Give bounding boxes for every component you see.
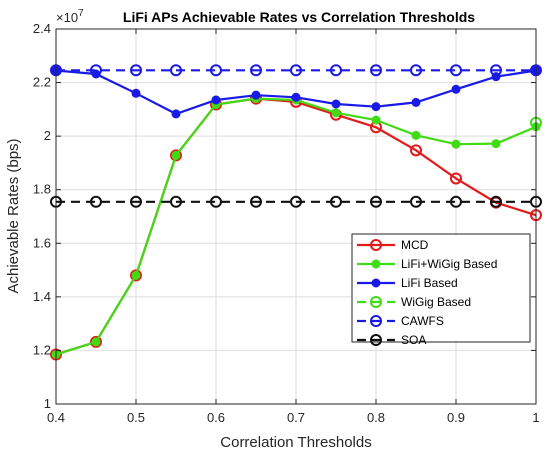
data-point-soa [130,195,142,208]
legend: MCD LiFi+WiGig Based LiFi Based WiGig Based… [351,233,531,347]
x-tick-label: 1 [532,410,539,425]
legend-item-lifi-based: LiFi Based [357,276,458,290]
data-point-mcd [410,144,422,157]
y-tick-label: 1 [44,396,51,411]
chart-title: LiFi APs Achievable Rates vs Correlation… [123,9,475,25]
data-point-cawfs [170,64,182,77]
x-tick-label: 0.9 [447,410,465,425]
legend-marker [370,239,382,251]
x-tick-label: 0.6 [207,410,225,425]
legend-label: LiFi+WiGig Based [401,257,497,271]
data-point-mcd [170,149,182,162]
ticks [55,28,537,405]
legend-label: SOA [401,333,426,347]
data-point-lifi-wigig-based [491,139,501,149]
data-point-mcd [450,172,462,185]
legend-marker [370,296,382,308]
legend-label: MCD [401,238,429,252]
data-point-lifi-based [411,97,421,107]
legend-label: WiGig Based [401,295,471,309]
y-tick-label: 2.2 [33,75,51,90]
y-tick-label: 2 [44,128,51,143]
legend-marker [370,315,382,327]
legend-item-cawfs: CAWFS [357,314,444,328]
x-axis-label: Correlation Thresholds [220,434,371,451]
y-exponent: ×107 [56,8,84,25]
data-point-lifi-based [211,95,221,105]
data-point-lifi-wigig-based [411,130,421,140]
data-point-mcd [90,335,102,348]
data-point-lifi-based [171,109,181,119]
data-point-lifi-based [131,88,141,98]
data-point-cawfs [410,64,422,77]
data-point-soa [410,195,422,208]
data-point-lifi-based [291,92,301,102]
legend-item-mcd: MCD [357,238,429,252]
data-point-soa [170,195,182,208]
data-point-lifi-based [251,90,261,100]
legend-marker [371,278,381,288]
data-point-lifi-wigig-based [371,115,381,125]
data-point-cawfs [490,64,502,77]
data-point-cawfs [250,64,262,77]
data-point-lifi-based [451,84,461,94]
data-point-lifi-based [331,99,341,109]
data-point-soa [490,195,502,208]
data-point-lifi-wigig-based [451,139,461,149]
data-point-cawfs [90,64,102,77]
y-tick-label: 1.4 [33,289,51,304]
tick-labels: 0.4 0.5 0.6 0.7 0.8 0.9 1 1 1.2 1.4 1.6 1.8 2 2.2 2.4 [33,21,540,425]
y-exponent-base: ×10 [56,10,78,25]
data-point-cawfs [290,64,302,77]
y-tick-label: 1.2 [33,342,51,357]
data-point-cawfs [450,64,462,77]
legend-item-lifi-wigig-based: LiFi+WiGig Based [357,257,497,271]
legend-marker [370,334,382,346]
data-point-lifi-wigig-based [331,108,341,118]
x-tick-label: 0.5 [127,410,145,425]
legend-marker [371,259,381,269]
data-point-cawfs [370,64,382,77]
legend-item-wigig-based: WiGig Based [357,295,471,309]
data-point-soa [370,195,382,208]
legend-box [351,233,531,343]
data-point-soa [330,195,342,208]
data-point-soa [210,195,222,208]
y-tick-label: 2.4 [33,21,51,36]
legend-item-soa: SOA [357,333,426,347]
data-point-soa [250,195,262,208]
data-point-lifi-based [371,102,381,112]
y-tick-label: 1.6 [33,235,51,250]
data-point-soa [290,195,302,208]
data-point-soa [90,195,102,208]
data-point-cawfs [130,64,142,77]
legend-label: CAWFS [401,314,444,328]
x-tick-label: 0.4 [47,410,65,425]
data-point-cawfs [210,64,222,77]
data-point-mcd [130,269,142,282]
y-exponent-power: 7 [78,8,84,19]
data-point-cawfs [330,64,342,77]
y-tick-label: 1.8 [33,182,51,197]
x-tick-label: 0.8 [367,410,385,425]
legend-label: LiFi Based [401,276,458,290]
x-tick-label: 0.7 [287,410,305,425]
y-axis-label: Achievable Rates (bps) [5,138,22,293]
data-point-lifi-wigig-based [131,270,141,280]
data-point-lifi-wigig-based [171,150,181,160]
data-point-lifi-wigig-based [91,337,101,347]
series-soa [50,195,542,208]
data-point-soa [450,195,462,208]
